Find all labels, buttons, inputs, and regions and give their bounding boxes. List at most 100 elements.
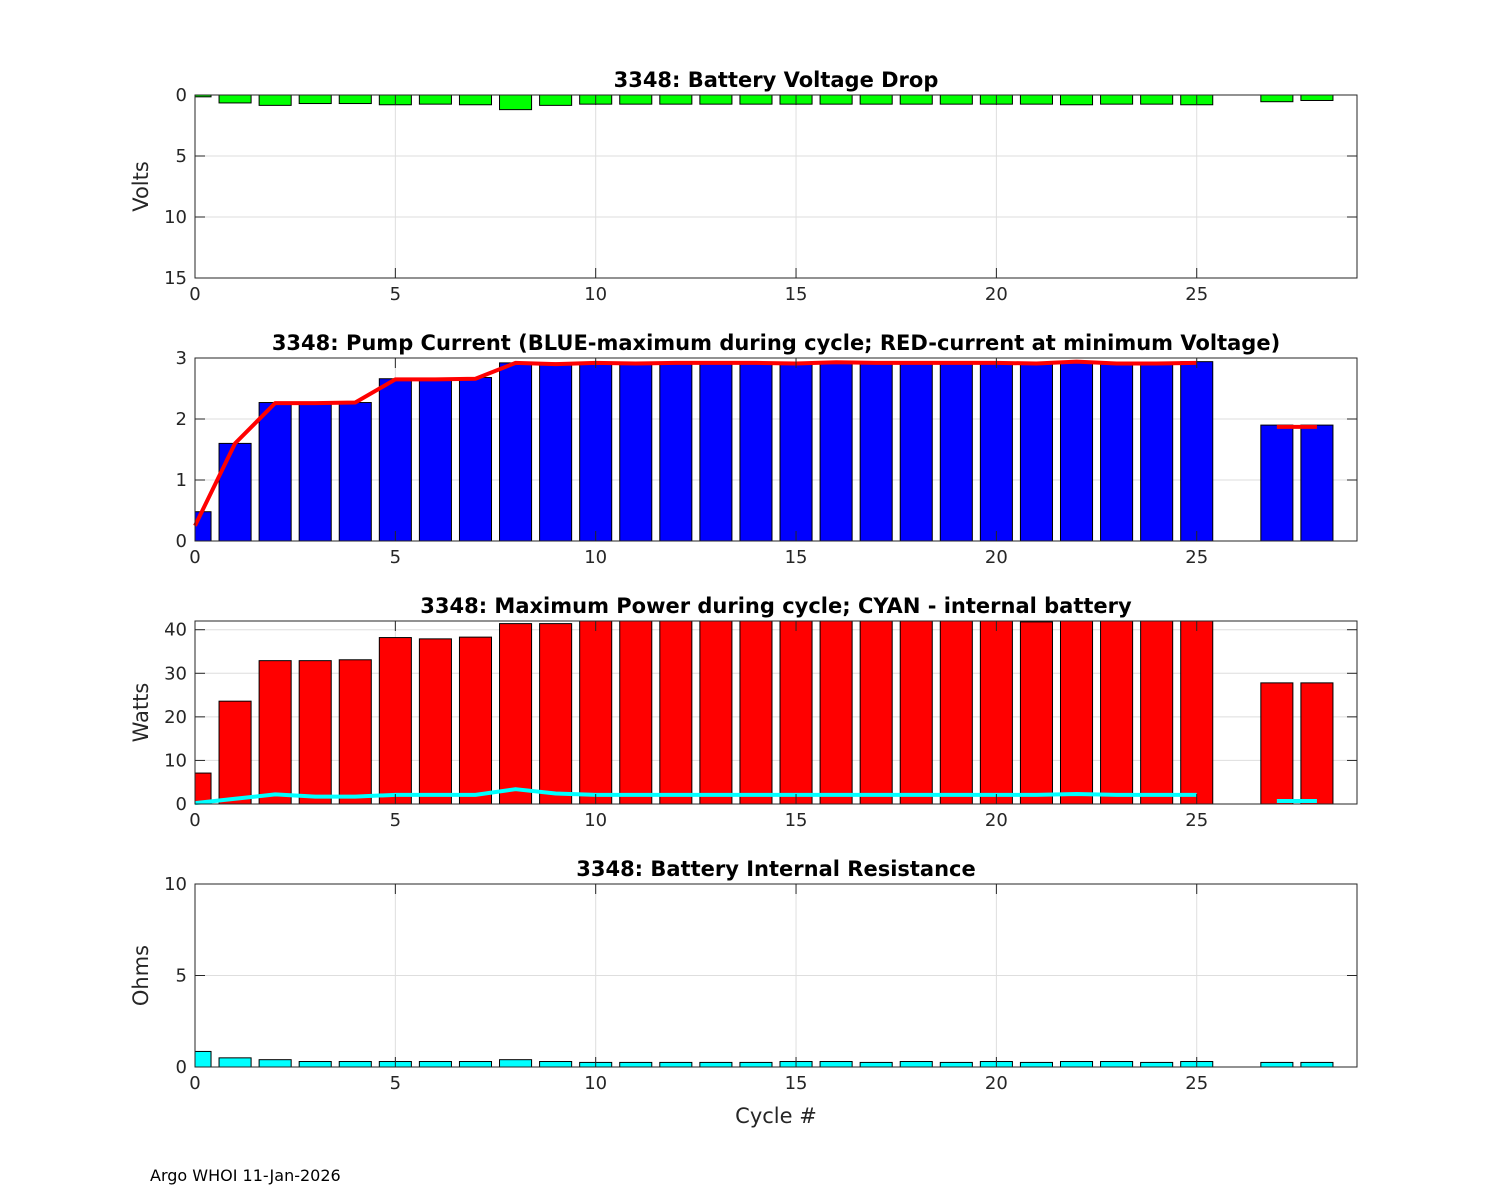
- plot-area: [195, 95, 1357, 278]
- bar: [194, 1050, 212, 1068]
- x-tick-label: 20: [985, 284, 1008, 305]
- x-tick-label: 15: [785, 1073, 808, 1094]
- y-tick-label: 0: [176, 85, 187, 106]
- x-tick-label: 5: [390, 810, 401, 831]
- y-tick-label: 0: [176, 794, 187, 815]
- bar: [739, 362, 773, 542]
- bar: [1100, 620, 1134, 805]
- x-tick-label: 20: [985, 1073, 1008, 1094]
- axes-box: [194, 357, 1358, 542]
- x-tick-label: 0: [189, 547, 200, 568]
- x-tick-label: 5: [390, 1073, 401, 1094]
- bar: [218, 442, 252, 542]
- bar: [1300, 1061, 1334, 1068]
- bar: [1059, 94, 1094, 106]
- bar: [819, 361, 853, 542]
- bar: [378, 378, 412, 542]
- bar: [1180, 361, 1214, 542]
- bar: [1059, 1061, 1094, 1068]
- x-tick-label: 0: [189, 1073, 200, 1094]
- y-tick-label: 5: [176, 966, 187, 987]
- bar: [194, 772, 212, 805]
- bar: [739, 1061, 773, 1068]
- bar: [939, 1061, 973, 1068]
- bar: [819, 1061, 853, 1068]
- x-tick-label: 10: [584, 1073, 607, 1094]
- bar: [1019, 1061, 1053, 1068]
- bar: [194, 511, 212, 542]
- bar: [1140, 94, 1174, 105]
- bar: [779, 620, 813, 805]
- y-tick-label: 10: [164, 750, 187, 771]
- series-line: [194, 787, 1197, 806]
- bar: [218, 1057, 252, 1068]
- bar: [539, 623, 573, 805]
- bar: [859, 94, 893, 105]
- bar: [218, 700, 252, 805]
- y-tick-label: 3: [176, 348, 187, 369]
- bar: [258, 94, 292, 106]
- bar: [418, 94, 452, 105]
- bar: [338, 1061, 372, 1068]
- x-tick-label: 25: [1185, 547, 1208, 568]
- bar: [418, 1061, 452, 1068]
- x-tick-label: 25: [1185, 284, 1208, 305]
- y-tick-label: 10: [164, 874, 187, 895]
- bar: [779, 362, 813, 542]
- bar: [338, 94, 372, 105]
- bar: [579, 362, 613, 542]
- x-tick-label: 0: [189, 284, 200, 305]
- chart-title: 3348: Battery Internal Resistance: [576, 857, 976, 881]
- bar: [378, 637, 412, 805]
- bar: [979, 362, 1013, 542]
- series-line: [193, 359, 1197, 527]
- y-tick-label: 40: [164, 620, 187, 641]
- x-tick-label: 25: [1185, 810, 1208, 831]
- x-tick-label: 10: [584, 284, 607, 305]
- footer-label: Argo WHOI 11-Jan-2026: [150, 1166, 341, 1185]
- bar: [298, 660, 332, 805]
- bar: [1019, 94, 1053, 105]
- y-tick-label: 1: [176, 470, 187, 491]
- chart-title: 3348: Maximum Power during cycle; CYAN -…: [420, 594, 1132, 618]
- bar: [659, 362, 693, 542]
- y-tick-label: 30: [164, 663, 187, 684]
- y-axis-label: Watts: [129, 683, 153, 743]
- bar: [899, 1061, 933, 1068]
- axes-box: [194, 94, 1358, 279]
- bar: [899, 94, 933, 105]
- bar: [619, 94, 653, 105]
- bar: [539, 362, 573, 542]
- x-tick-label: 20: [985, 547, 1008, 568]
- y-tick-label: 5: [176, 146, 187, 167]
- y-tick-label: 15: [164, 268, 187, 289]
- bar: [859, 620, 893, 805]
- x-tick-label: 5: [390, 547, 401, 568]
- bar: [218, 94, 252, 104]
- bar: [539, 94, 573, 106]
- bar: [458, 1061, 493, 1068]
- x-tick-label: 15: [785, 810, 808, 831]
- y-tick-label: 10: [164, 207, 187, 228]
- chart-title: 3348: Battery Voltage Drop: [614, 68, 939, 92]
- bar: [699, 94, 733, 105]
- axes-box: [194, 620, 1358, 805]
- x-tick-label: 10: [584, 810, 607, 831]
- bar: [298, 1061, 332, 1068]
- bar: [458, 377, 493, 542]
- bar: [819, 620, 853, 805]
- bar: [699, 1061, 733, 1068]
- bar: [619, 620, 653, 805]
- bar: [338, 402, 372, 542]
- bar: [739, 620, 773, 805]
- bar: [499, 1059, 533, 1068]
- bar: [899, 620, 933, 805]
- y-axis-label: Volts: [129, 161, 153, 212]
- bar: [258, 402, 292, 542]
- bar: [619, 1061, 653, 1068]
- chart-panel-3: 0 5 10 15 20 25 0 10 20 30 40 3348: Maximum Power d…: [129, 594, 1358, 831]
- bar: [1019, 362, 1053, 542]
- y-tick-label: 20: [164, 707, 187, 728]
- chart-panel-4: 0 5 10 15 20 25 0 5 10 3348: Battery Internal Res…: [129, 857, 1358, 1128]
- bar: [298, 402, 332, 542]
